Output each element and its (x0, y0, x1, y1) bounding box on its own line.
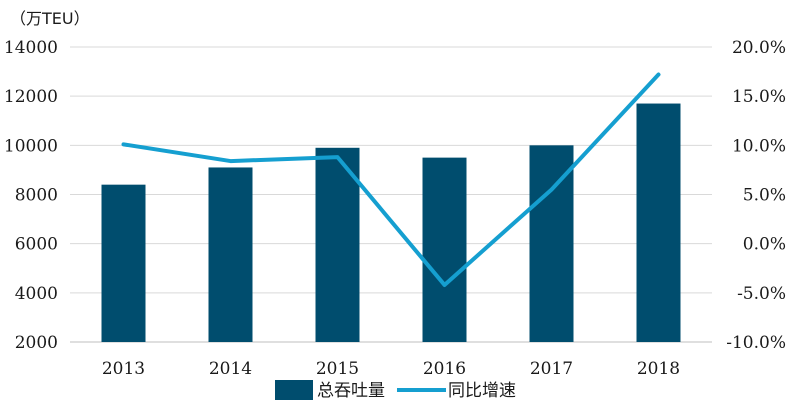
x-axis-ticks: 2013 2014 2015 2016 2017 2018 (102, 359, 680, 379)
bar (208, 167, 253, 342)
x-tick-label: 2014 (209, 359, 252, 379)
left-axis-ticks: 2000 4000 6000 8000 10000 12000 14000 (4, 38, 58, 353)
growth-line (121, 72, 661, 287)
left-tick-label: 14000 (4, 38, 58, 58)
x-tick-label: 2015 (316, 359, 359, 379)
left-tick-label: 12000 (4, 87, 58, 107)
right-tick-label: 20.0% (732, 38, 786, 58)
right-tick-label: 10.0% (732, 136, 786, 156)
x-tick-label: 2017 (530, 359, 573, 379)
gridlines (70, 46, 712, 343)
legend-swatch-bar (275, 380, 313, 400)
bar (529, 145, 574, 342)
bar-series (101, 103, 681, 343)
line-series (121, 72, 661, 287)
right-tick-label: 5.0% (743, 186, 786, 206)
bar (315, 147, 360, 342)
bar (636, 103, 681, 343)
x-tick-label: 2016 (423, 359, 466, 379)
bar (101, 184, 146, 342)
legend-label-line: 同比增速 (448, 381, 516, 401)
left-tick-label: 10000 (4, 136, 58, 156)
left-tick-label: 8000 (15, 186, 58, 206)
left-tick-label: 4000 (15, 284, 58, 304)
x-tick-label: 2018 (637, 359, 680, 379)
left-tick-label: 2000 (15, 333, 58, 353)
right-axis-ticks: -10.0% -5.0% 0.0% 5.0% 10.0% 15.0% 20.0% (726, 38, 786, 353)
legend: 总吞吐量 同比增速 (275, 380, 516, 401)
y-unit-label: （万TEU） (10, 9, 90, 28)
x-tick-label: 2013 (102, 359, 145, 379)
bar (422, 157, 467, 342)
right-tick-label: 0.0% (743, 235, 786, 255)
left-tick-label: 6000 (15, 235, 58, 255)
right-tick-label: 15.0% (732, 87, 786, 107)
right-tick-label: -5.0% (737, 284, 786, 304)
right-tick-label: -10.0% (726, 333, 786, 353)
legend-label-bar: 总吞吐量 (317, 381, 385, 401)
